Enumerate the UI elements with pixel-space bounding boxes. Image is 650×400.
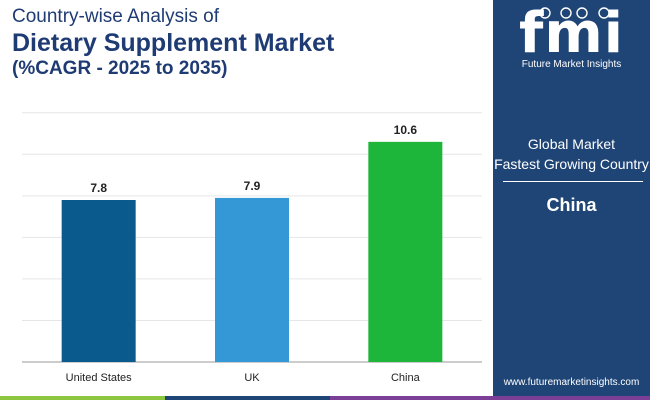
chart-title-line2: Dietary Supplement Market [12,29,335,57]
panel-label-global-market: Global Market [527,136,616,152]
band-segment-green [0,396,165,400]
data-label: 7.9 [244,179,261,193]
panel-divider [503,181,643,182]
band-segment-purple [330,396,650,400]
logo-caption: Future Market Insights [521,59,622,70]
chart-title-line1: Country-wise Analysis of [12,6,219,27]
panel-label-fastest-growing: Fastest Growing Country [494,156,649,172]
bar-china [368,141,443,362]
bar-uk [215,197,289,362]
logo-dot-icon [560,7,572,19]
logo-dot-icon [598,7,610,19]
bar-united-states [61,200,136,362]
data-label: 10.6 [394,123,418,137]
x-tick-label: China [391,372,421,384]
bar-chart: 7.8 United States 7.9 UK 10.6 China [22,112,482,384]
logo-dot-icon [576,7,588,19]
logo-text: fmi [519,1,624,66]
logo-icons [539,7,610,19]
band-segment-blue [165,396,330,400]
bottom-color-band [0,396,650,400]
website-link[interactable]: www.futuremarketinsights.com [503,377,640,388]
logo-dot-icon [539,7,551,19]
chart-subtitle: (%CAGR - 2025 to 2035) [12,58,228,79]
panel-country: China [546,195,597,215]
x-tick-label: UK [244,372,260,384]
side-panel: fmi Future Market Insights Global Market… [493,0,650,400]
x-tick-label: United States [66,372,133,384]
data-label: 7.8 [90,181,107,195]
chart-title-block: Country-wise Analysis of Dietary Supplem… [12,6,334,80]
